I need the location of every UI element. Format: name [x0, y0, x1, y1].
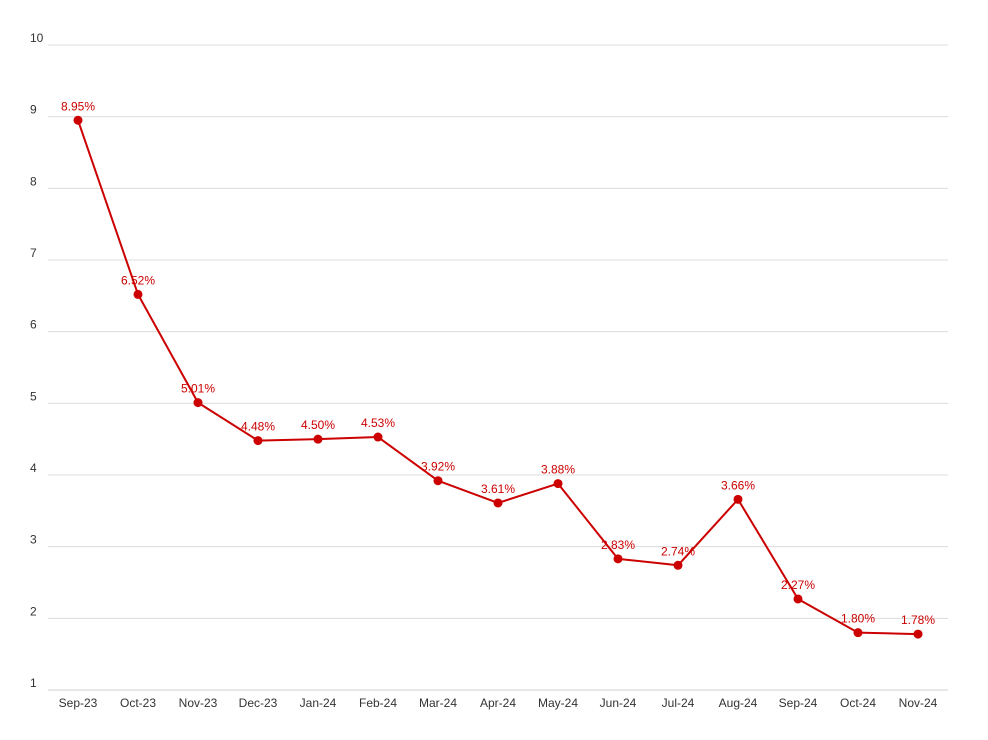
data-point	[373, 432, 383, 442]
y-tick-label: 2	[30, 604, 37, 618]
x-tick-label: Aug-24	[719, 696, 758, 710]
y-tick-label: 10	[30, 31, 44, 45]
data-point	[793, 594, 803, 604]
data-label: 3.92%	[421, 460, 455, 474]
x-tick-label: Oct-24	[840, 696, 876, 710]
x-tick-label: May-24	[538, 696, 578, 710]
data-point	[253, 436, 263, 446]
x-tick-label: Sep-24	[779, 696, 818, 710]
data-point	[193, 398, 203, 408]
y-tick-label: 9	[30, 103, 37, 117]
data-label: 3.61%	[481, 482, 515, 496]
data-point	[313, 434, 323, 444]
data-point	[673, 560, 683, 570]
y-tick-label: 1	[30, 676, 37, 690]
x-tick-label: Oct-23	[120, 696, 156, 710]
data-point	[433, 476, 443, 486]
data-point	[613, 554, 623, 564]
data-point	[733, 494, 743, 504]
series-group	[77, 119, 919, 636]
x-tick-label: Sep-23	[59, 696, 98, 710]
y-tick-label: 7	[30, 246, 37, 260]
data-point	[553, 479, 563, 489]
y-tick-label: 6	[30, 318, 37, 332]
data-label: 4.48%	[241, 420, 275, 434]
y-axis-ticks: 1 2 3 4 5 6 7 8 9 10	[30, 31, 44, 690]
x-tick-label: Jan-24	[300, 696, 337, 710]
data-label: 1.80%	[841, 612, 875, 626]
x-tick-label: Dec-23	[239, 696, 278, 710]
data-label: 3.88%	[541, 463, 575, 477]
x-tick-label: Nov-24	[899, 696, 938, 710]
data-label: 2.74%	[661, 544, 695, 558]
data-point	[73, 115, 83, 125]
data-point	[493, 498, 503, 508]
y-tick-label: 4	[30, 461, 37, 475]
data-labels: 8.95% 6.52% 5.01% 4.48% 4.50% 4.53% 3.92% 3.61%…	[61, 99, 935, 627]
data-label: 6.52%	[121, 273, 155, 287]
data-label: 3.66%	[721, 478, 755, 492]
y-tick-label: 5	[30, 389, 37, 403]
x-tick-label: Jun-24	[600, 696, 637, 710]
data-label: 5.01%	[181, 382, 215, 396]
x-tick-label: Nov-23	[179, 696, 218, 710]
data-point	[133, 289, 143, 299]
data-points	[73, 115, 923, 639]
data-point	[853, 628, 863, 638]
x-tick-label: Mar-24	[419, 696, 457, 710]
data-label: 4.53%	[361, 416, 395, 430]
x-tick-label: Jul-24	[662, 696, 695, 710]
data-label: 2.83%	[601, 538, 635, 552]
data-label: 4.50%	[301, 418, 335, 432]
y-tick-label: 3	[30, 533, 37, 547]
data-label: 1.78%	[901, 613, 935, 627]
series-line	[77, 119, 919, 636]
data-label: 2.27%	[781, 578, 815, 592]
grid-lines	[48, 44, 948, 691]
data-point	[913, 629, 923, 639]
x-tick-label: Apr-24	[480, 696, 516, 710]
data-label: 8.95%	[61, 99, 95, 113]
x-tick-label: Feb-24	[359, 696, 397, 710]
y-tick-label: 8	[30, 174, 37, 188]
x-axis-ticks: Sep-23 Oct-23 Nov-23 Dec-23 Jan-24 Feb-24 Mar-…	[59, 696, 938, 710]
